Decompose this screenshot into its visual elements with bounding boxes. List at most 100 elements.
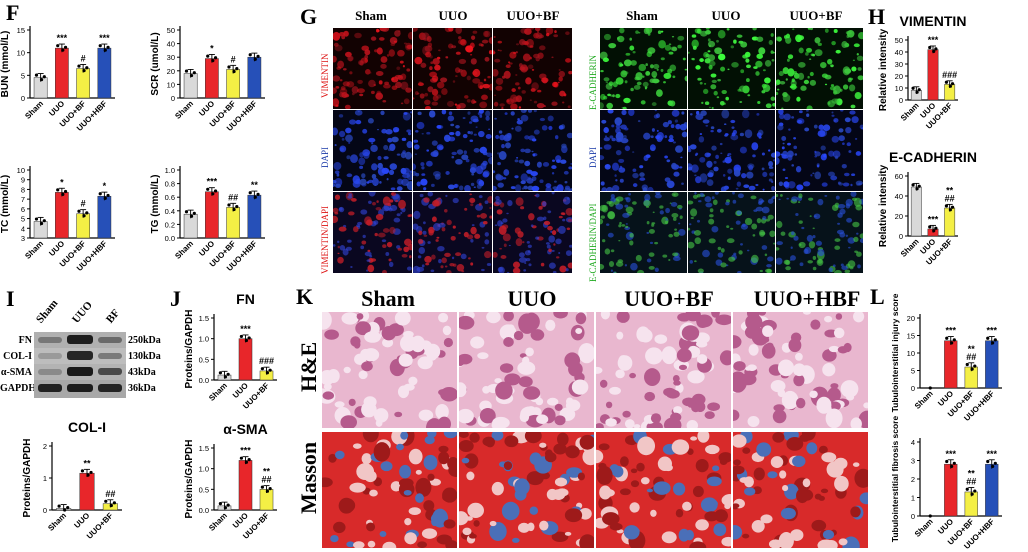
- data-point: [944, 204, 949, 208]
- significance-label: #: [231, 54, 236, 64]
- bar: [985, 340, 999, 389]
- y-tick-label: 6: [21, 205, 25, 214]
- y-tick-label: 20: [167, 67, 175, 76]
- x-tick-label: Sham: [46, 511, 68, 533]
- data-point: [85, 66, 89, 70]
- panel-letter-f: F: [6, 0, 20, 25]
- data-point: [247, 336, 251, 340]
- y-tick-label: 1.5: [199, 314, 209, 323]
- panel-letter-l: L: [870, 284, 885, 309]
- data-point: [109, 503, 113, 508]
- significance-label: **: [946, 185, 954, 195]
- chart-injury-score: 0 5 10 15 20 Tubulointerstitial injury score S…: [890, 293, 1002, 423]
- y-tick-label: 0.0: [165, 234, 175, 243]
- k-col-sham: Sham: [361, 286, 415, 311]
- micrograph-tile: [688, 110, 775, 191]
- micrograph-tile: [459, 432, 594, 548]
- y-tick-label: 50: [167, 26, 175, 35]
- significance-label: **: [263, 467, 271, 477]
- data-point: [268, 368, 272, 372]
- y-tick-label: 0: [899, 96, 903, 105]
- significance-label: **: [968, 344, 976, 354]
- k-row-masson: Masson: [296, 441, 321, 514]
- y-tick-label: 1: [43, 474, 47, 483]
- blot-size-fn: 250kDa: [128, 335, 161, 346]
- blot-size-col-i: 130kDa: [128, 351, 161, 362]
- significance-label: ***: [928, 35, 939, 45]
- data-point: [948, 208, 952, 212]
- data-point: [991, 464, 995, 469]
- x-tick-label: UUO: [47, 239, 66, 258]
- data-point: [226, 503, 230, 507]
- data-point: [42, 219, 46, 223]
- data-point: [253, 195, 257, 199]
- bar: [205, 58, 219, 99]
- blot-lane-bf: BF: [104, 307, 123, 326]
- data-point: [265, 489, 270, 493]
- data-point: [244, 460, 249, 464]
- data-point: [268, 486, 272, 491]
- data-point: [235, 204, 239, 209]
- data-point: [945, 336, 949, 340]
- data-point: [265, 371, 270, 375]
- micrograph-tile: [413, 192, 492, 273]
- x-tick-label: UUO: [197, 239, 216, 258]
- data-point: [915, 187, 919, 191]
- data-point: [950, 205, 955, 209]
- data-point: [993, 338, 997, 342]
- data-point: [248, 191, 252, 195]
- x-tick-label: UUO: [197, 99, 216, 118]
- y-tick-label: 15: [17, 26, 25, 35]
- data-point: [917, 184, 921, 188]
- significance-label: **: [968, 469, 976, 479]
- micrograph-tile: [600, 28, 687, 109]
- data-point: [213, 189, 218, 193]
- micrograph-tile: [600, 192, 687, 273]
- data-point: [944, 80, 949, 84]
- significance-label: ***: [207, 177, 218, 187]
- y-axis-label: Proteins/GAPDH: [22, 439, 33, 518]
- data-point: [248, 53, 252, 57]
- data-point: [98, 192, 102, 196]
- data-point: [63, 45, 68, 49]
- micrograph-tile: [322, 432, 457, 548]
- data-point: [223, 506, 228, 510]
- bar: [226, 207, 240, 239]
- micrograph-tile: [322, 312, 457, 428]
- significance-label: ###: [259, 356, 274, 366]
- y-axis-label: Tubulointerstitial injury score: [890, 293, 900, 412]
- micrograph-tile: [776, 28, 863, 109]
- histology-grid: [322, 312, 870, 548]
- data-point: [226, 372, 230, 376]
- data-point: [77, 64, 81, 68]
- data-point: [184, 69, 189, 73]
- data-point: [112, 501, 116, 505]
- data-point: [184, 210, 189, 214]
- data-point: [970, 492, 974, 496]
- y-tick-label: 40: [167, 40, 175, 49]
- data-point: [948, 84, 952, 88]
- data-point: [928, 225, 932, 229]
- y-axis-label: TG (mmol/L): [150, 175, 161, 234]
- data-point: [39, 78, 44, 82]
- significance-label: ***: [240, 324, 251, 334]
- data-point: [970, 367, 974, 371]
- data-point: [106, 193, 110, 198]
- data-point: [56, 44, 60, 48]
- data-point: [928, 45, 932, 50]
- x-tick-label: Sham: [23, 99, 45, 121]
- y-tick-label: 1.0: [199, 335, 209, 344]
- y-axis-label: Relative intensity: [878, 164, 889, 247]
- data-point: [57, 504, 61, 508]
- micrograph-tile: [776, 110, 863, 191]
- k-col-hbf: UUO+HBF: [753, 286, 861, 311]
- data-point: [952, 338, 956, 342]
- y-tick-label: 3: [21, 234, 25, 243]
- data-point: [235, 67, 239, 71]
- significance-label: ***: [945, 326, 956, 336]
- micrograph-tile: [413, 28, 492, 109]
- chart-title: COL-I: [68, 419, 106, 435]
